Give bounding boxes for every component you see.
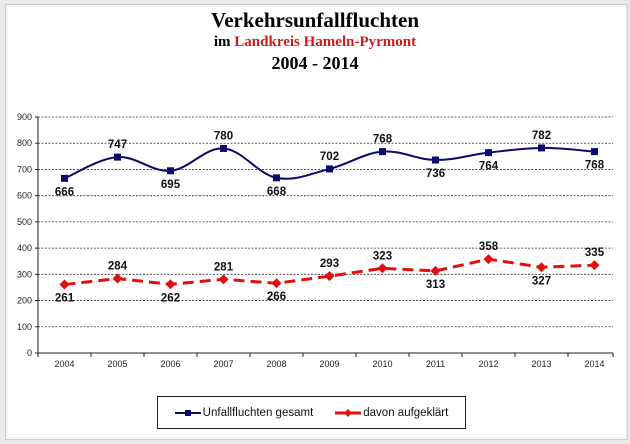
data-label-solved: 281: [214, 261, 234, 273]
y-tick-label: 100: [17, 322, 32, 332]
y-tick-label: 300: [17, 269, 32, 279]
data-label-total: 782: [532, 130, 551, 142]
legend-swatch-solved: [335, 408, 362, 417]
data-label-total: 747: [108, 139, 127, 151]
marker-total: [538, 144, 545, 152]
x-tick-label: 2005: [107, 359, 127, 369]
x-tick-label: 2012: [478, 359, 498, 369]
y-tick-label: 500: [17, 217, 32, 227]
series-group: [59, 144, 600, 290]
legend-item-total: Unfallfluchten gesamt: [174, 406, 314, 419]
x-tick-label: 2010: [372, 359, 392, 369]
data-label-solved: 358: [479, 241, 499, 253]
data-label-total: 702: [320, 151, 339, 163]
series-line-solved: [64, 257, 595, 287]
data-label-solved: 335: [585, 247, 605, 259]
x-tick-label: 2006: [160, 359, 180, 369]
legend-swatch-total: [174, 409, 201, 416]
marker-total: [114, 153, 121, 161]
legend: Unfallfluchten gesamt davon aufgeklärt: [157, 396, 466, 429]
x-tick-label: 2008: [266, 359, 286, 369]
x-tick-label: 2007: [213, 359, 233, 369]
x-tick-label: 2004: [54, 359, 74, 369]
y-tick-label: 900: [17, 112, 32, 122]
title-region: Landkreis Hameln-Pyrmont: [234, 34, 417, 50]
legend-label-total: Unfallfluchten gesamt: [202, 406, 314, 419]
data-label-total: 736: [426, 168, 445, 180]
marker-solved: [271, 278, 282, 289]
marker-solved: [536, 262, 547, 273]
data-label-total: 764: [479, 161, 499, 173]
data-label-total: 780: [214, 130, 233, 142]
marker-solved: [218, 274, 229, 285]
marker-solved: [324, 271, 335, 282]
marker-solved: [483, 254, 494, 265]
title-line-1: Verkehrsunfallfluchten: [210, 8, 420, 32]
y-tick-label: 200: [17, 296, 32, 306]
legend-item-solved: davon aufgeklärt: [335, 407, 448, 419]
data-label-solved: 323: [373, 250, 392, 262]
marker-total: [432, 156, 439, 164]
data-labels: 666 747 695 780 668 702 768 736 764 782 768 261 284 2…: [55, 130, 605, 305]
marker-solved: [430, 265, 441, 276]
marker-solved: [165, 279, 176, 290]
marker-total: [326, 165, 333, 173]
title-prefix: im: [213, 34, 235, 50]
data-label-solved: 262: [161, 292, 180, 304]
marker-total: [61, 174, 68, 182]
chart-title: Verkehrsunfallfluchten im Landkreis Hame…: [0, 8, 630, 74]
x-tick-label: 2013: [531, 359, 551, 369]
data-label-solved: 266: [267, 291, 286, 303]
marker-total: [379, 148, 386, 156]
data-label-total: 666: [55, 186, 74, 198]
marker-solved: [112, 273, 123, 284]
data-label-total: 695: [161, 179, 181, 191]
marker-total: [485, 149, 492, 157]
y-tick-label: 700: [17, 164, 32, 174]
x-tick-label: 2014: [584, 359, 604, 369]
x-tick-label: 2009: [319, 359, 339, 369]
marker-solved: [377, 263, 388, 274]
y-tick-label: 0: [27, 348, 32, 358]
marker-solved: [589, 260, 600, 271]
title-line-2: im Landkreis Hameln-Pyrmont: [0, 33, 630, 52]
data-label-solved: 327: [532, 275, 551, 287]
marker-total: [220, 144, 227, 152]
data-label-solved: 313: [426, 279, 445, 291]
marker-total: [591, 148, 598, 156]
axes: 0 100 200 300 400 500 600 700 800 900 2004 2005 2006…: [17, 112, 614, 369]
data-label-solved: 293: [320, 258, 339, 270]
marker-solved: [59, 279, 70, 290]
data-label-solved: 261: [55, 293, 75, 305]
marker-total: [167, 167, 174, 175]
data-label-total: 768: [585, 160, 605, 172]
gridlines: [38, 116, 613, 328]
legend-label-solved: davon aufgeklärt: [363, 406, 449, 419]
y-tick-label: 400: [17, 243, 32, 253]
data-label-solved: 284: [108, 261, 128, 273]
data-label-total: 768: [373, 134, 393, 146]
y-tick-label: 800: [17, 138, 32, 148]
y-tick-label: 600: [17, 191, 32, 201]
title-line-3: 2004 - 2014: [271, 53, 359, 73]
data-label-total: 668: [267, 186, 287, 198]
marker-total: [273, 174, 280, 182]
x-tick-label: 2011: [426, 359, 445, 369]
